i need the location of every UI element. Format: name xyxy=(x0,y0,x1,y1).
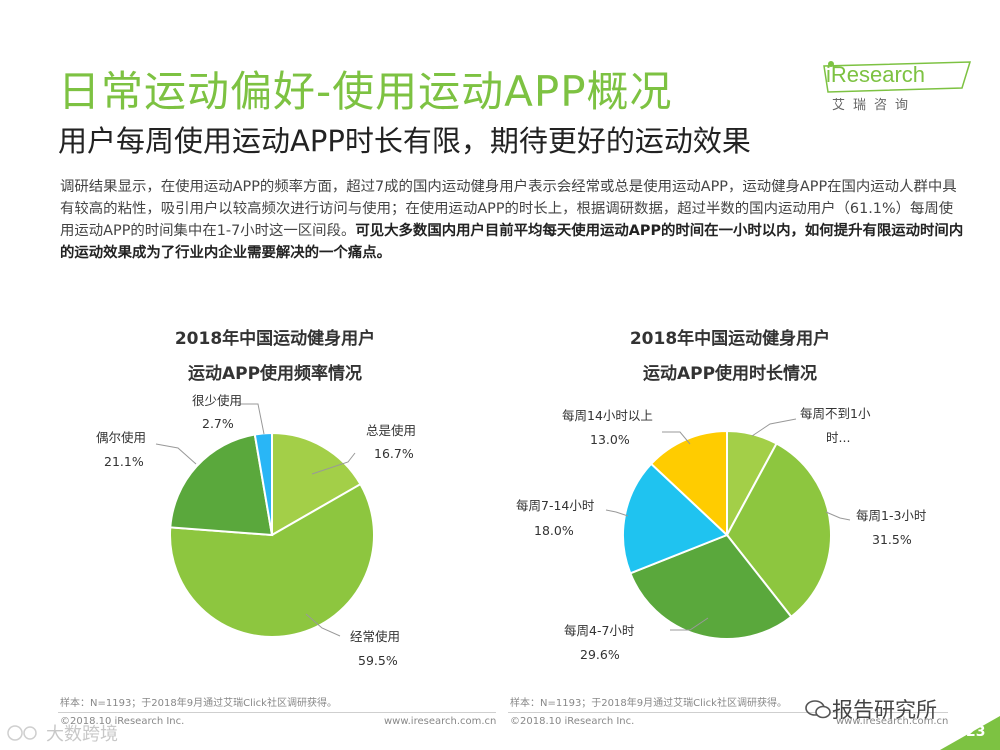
label-under1-line2: 时... xyxy=(826,430,850,445)
footer-divider-left xyxy=(58,712,496,713)
label-always: 总是使用 xyxy=(366,423,416,438)
summary-normal-text: 调研结果显示，在使用运动APP的频率方面，超过7成的国内运动健身用户表示会经常或… xyxy=(60,179,957,239)
summary-bold-text: 可见大多数国内用户目前平均每天使用运动APP的时间在一小时以内，如何提升有限运动… xyxy=(60,223,964,261)
page-title: 日常运动偏好-使用运动APP概况 xyxy=(58,67,673,116)
chart2-source: 样本：N=1193；于2018年9月通过艾瑞Click社区调研获得。 xyxy=(510,698,787,709)
label-over14: 每周14小时以上 xyxy=(562,408,653,423)
value-1to3: 31.5% xyxy=(872,532,912,547)
wechat-icon xyxy=(804,698,832,720)
label-7to14: 每周7-14小时 xyxy=(516,498,595,513)
value-over14: 13.0% xyxy=(590,432,630,447)
label-occasional: 偶尔使用 xyxy=(96,430,146,445)
watermark-right: 报告研究所 xyxy=(804,694,937,724)
page-subtitle: 用户每周使用运动APP时长有限，期待更好的运动效果 xyxy=(58,124,751,158)
pie-labels: 总是使用 16.7% 经常使用 59.5% 偶尔使用 21.1% 很少使用 2.… xyxy=(96,393,927,668)
leader-1to3 xyxy=(825,511,851,521)
watermark-left-icon xyxy=(6,723,46,743)
frequency-slice-2 xyxy=(169,433,274,537)
leader-under1 xyxy=(751,418,797,437)
chart1-title-line1: 2018年中国运动健身用户 xyxy=(174,329,376,349)
frequency-slice-1 xyxy=(169,482,375,638)
leader-over14 xyxy=(662,431,691,445)
leader-often xyxy=(305,613,341,637)
value-7to14: 18.0% xyxy=(534,523,574,538)
chart2-copyright: ©2018.10 iResearch Inc. xyxy=(510,716,635,727)
leader-rarely xyxy=(238,403,265,435)
chart1-copyright: ©2018.10 iResearch Inc. xyxy=(60,716,185,727)
leader-7to14 xyxy=(605,509,629,517)
frequency-slice-0 xyxy=(271,431,362,537)
watermark-right-text: 报告研究所 xyxy=(832,698,937,722)
duration-slice-1 xyxy=(725,442,832,619)
leader-4to7 xyxy=(670,617,709,631)
leader-occasional xyxy=(155,443,197,465)
duration-slice-2 xyxy=(629,533,793,640)
chart2-title: 2018年中国运动健身用户 运动APP使用时长情况 xyxy=(580,322,880,392)
value-occasional: 21.1% xyxy=(104,454,144,469)
label-1to3: 每周1-3小时 xyxy=(856,508,927,523)
duration-slice-3 xyxy=(622,462,729,575)
chart1-site: www.iresearch.com.cn xyxy=(384,716,497,727)
brand-swoosh-icon xyxy=(823,61,972,93)
chart1-source: 样本：N=1193；于2018年9月通过艾瑞Click社区调研获得。 xyxy=(60,698,337,709)
brand-logo: iResearch 艾瑞咨询 xyxy=(822,58,972,118)
pie-chart-duration xyxy=(622,429,832,640)
watermark-left: 大数跨境 xyxy=(6,720,118,746)
label-4to7: 每周4-7小时 xyxy=(564,623,635,638)
page-number: 23 xyxy=(966,724,986,740)
watermark-left-text: 大数跨境 xyxy=(46,724,118,745)
leader-always xyxy=(311,452,356,475)
value-4to7: 29.6% xyxy=(580,647,620,662)
chart1-title: 2018年中国运动健身用户 运动APP使用频率情况 xyxy=(130,322,420,392)
chart2-site: www.iresearch.com.cn xyxy=(836,716,949,727)
chart2-title-line2: 运动APP使用时长情况 xyxy=(642,364,818,384)
page-number-badge xyxy=(940,716,1000,750)
frequency-slice-3 xyxy=(253,431,273,536)
footer-divider-right xyxy=(508,712,948,713)
value-often: 59.5% xyxy=(358,653,398,668)
label-often: 经常使用 xyxy=(350,629,400,644)
value-rarely: 2.7% xyxy=(202,416,234,431)
label-under1-line1: 每周不到1小 xyxy=(800,406,871,421)
chart2-title-line1: 2018年中国运动健身用户 xyxy=(629,329,831,349)
chart1-title-line2: 运动APP使用频率情况 xyxy=(187,364,363,384)
value-always: 16.7% xyxy=(374,446,414,461)
brand-sub: 艾瑞咨询 xyxy=(832,98,917,113)
pie-chart-frequency xyxy=(169,431,375,638)
label-rarely: 很少使用 xyxy=(192,393,242,408)
brand-name: iResearch xyxy=(826,62,926,87)
summary-paragraph: 调研结果显示，在使用运动APP的频率方面，超过7成的国内运动健身用户表示会经常或… xyxy=(60,176,965,264)
